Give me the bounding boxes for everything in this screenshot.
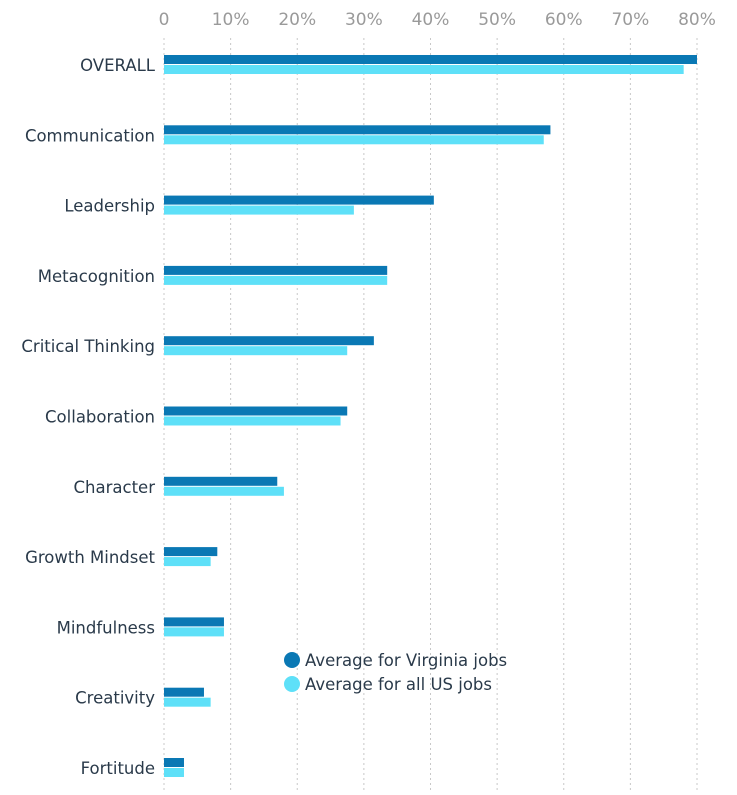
category-label: Creativity xyxy=(75,689,155,708)
bar-us-growth-mindset xyxy=(164,557,211,567)
bar-us-metacognition xyxy=(164,275,388,285)
bar-us-character xyxy=(164,486,284,496)
bar-virginia-growth-mindset xyxy=(164,547,218,557)
bar-us-creativity xyxy=(164,697,211,707)
gridlines xyxy=(163,38,698,790)
bar-virginia-overall xyxy=(164,55,697,64)
x-tick-label: 30% xyxy=(345,10,383,30)
bar-virginia-critical-thinking xyxy=(164,336,374,346)
legend-label: Average for Virginia jobs xyxy=(305,651,507,670)
bar-us-critical-thinking xyxy=(164,346,348,356)
bars xyxy=(164,55,697,777)
bar-virginia-mindfulness xyxy=(164,617,224,627)
bar-us-fortitude xyxy=(164,767,184,777)
bar-us-mindfulness xyxy=(164,627,224,637)
bar-us-collaboration xyxy=(164,416,341,426)
x-tick-label: 20% xyxy=(278,10,316,30)
x-tick-label: 50% xyxy=(478,10,516,30)
category-label: Communication xyxy=(25,126,155,145)
category-labels: OVERALL Communication Leadership Metacognit… xyxy=(21,56,155,778)
category-label: Critical Thinking xyxy=(21,337,155,356)
bar-virginia-collaboration xyxy=(164,406,348,416)
category-label: Mindfulness xyxy=(57,618,155,637)
category-label: OVERALL xyxy=(80,56,156,75)
legend-swatch xyxy=(284,652,300,668)
category-label: Leadership xyxy=(64,197,155,216)
category-label: Fortitude xyxy=(81,759,155,778)
bar-virginia-creativity xyxy=(164,687,204,697)
bar-us-leadership xyxy=(164,205,354,215)
legend-swatch xyxy=(284,676,300,692)
x-tick-label: 0 xyxy=(159,10,170,30)
bar-virginia-communication xyxy=(164,125,551,135)
category-label: Growth Mindset xyxy=(25,548,155,567)
category-label: Metacognition xyxy=(38,267,155,286)
bar-us-overall xyxy=(164,64,684,74)
legend-label: Average for all US jobs xyxy=(305,675,492,694)
bar-virginia-metacognition xyxy=(164,265,388,275)
x-tick-label: 60% xyxy=(545,10,583,30)
x-axis-ticks: 0 10% 20% 30% 40% 50% 60% 70% 80% xyxy=(159,10,716,30)
category-label: Character xyxy=(74,478,156,497)
bar-virginia-character xyxy=(164,476,278,486)
x-tick-label: 40% xyxy=(412,10,450,30)
x-tick-label: 80% xyxy=(678,10,716,30)
bar-virginia-fortitude xyxy=(164,758,184,767)
x-tick-label: 10% xyxy=(212,10,250,30)
bar-us-communication xyxy=(164,135,544,145)
bar-virginia-leadership xyxy=(164,195,434,205)
category-label: Collaboration xyxy=(45,408,155,427)
legend: Average for Virginia jobs Average for all… xyxy=(284,651,507,694)
x-tick-label: 70% xyxy=(611,10,649,30)
